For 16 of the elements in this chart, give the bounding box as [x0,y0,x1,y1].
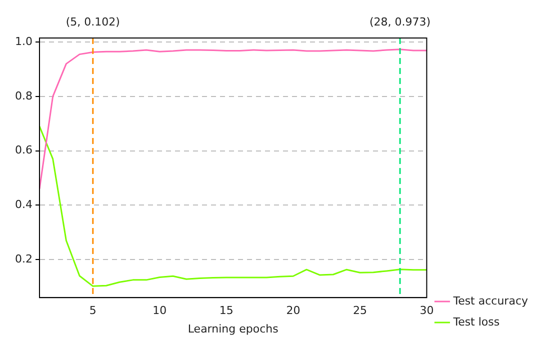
x-tick-label: 15 [219,304,234,318]
ref-line-label: (5, 0.102) [66,15,120,28]
y-tick-label: 0.8 [14,89,32,102]
x-axis-title: Learning epochs [188,322,279,336]
y-tick-label: 1.0 [14,34,32,48]
legend-label: Test accuracy [452,294,528,308]
ref-line-label: (28, 0.973) [369,15,431,28]
x-tick-label: 20 [286,304,300,318]
x-tick-label: 5 [89,304,96,318]
y-tick-label: 0.6 [14,144,32,157]
x-tick-label: 30 [420,304,434,318]
x-tick-label: 25 [352,304,367,318]
legend-label: Test loss [452,315,500,328]
x-tick-label: 10 [152,304,167,318]
y-tick-label: 0.2 [14,252,32,266]
y-tick-label: 0.4 [14,198,32,212]
